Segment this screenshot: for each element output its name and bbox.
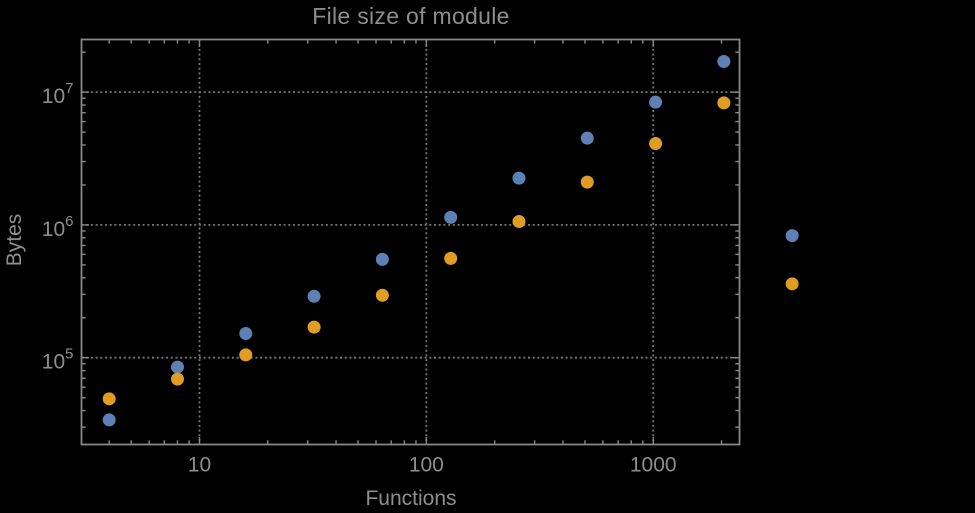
chart-title: File size of module [312,3,510,29]
data-point-orange-series [512,215,526,229]
data-point-orange-series [649,137,663,151]
data-point-orange-series [307,320,321,334]
x-tick-label: 100 [409,454,444,477]
y-tick-label: 106 [42,213,74,241]
data-point-orange-series [717,96,731,110]
data-point-blue-series [170,360,184,374]
data-point-blue-series [785,229,799,243]
y-tick-label: 107 [42,80,74,108]
data-point-orange-series [375,288,389,302]
data-point-orange-series [239,348,253,362]
data-point-blue-series [239,327,253,341]
x-axis-label: Functions [365,487,457,510]
plot-frame [80,38,741,446]
data-point-orange-series [785,277,799,291]
data-point-orange-series [170,372,184,386]
data-point-blue-series [512,171,526,185]
data-point-blue-series [102,413,116,427]
data-point-orange-series [444,251,458,265]
data-point-blue-series [717,55,731,69]
data-point-blue-series [444,210,458,224]
data-point-blue-series [649,95,663,109]
y-tick-label: 105 [42,346,74,374]
data-point-orange-series [580,175,594,189]
data-point-blue-series [375,252,389,266]
x-tick-label: 10 [188,454,211,477]
data-point-blue-series [307,289,321,303]
data-point-blue-series [580,131,594,145]
x-tick-label: 1000 [630,454,677,477]
y-axis-label: Bytes [3,213,26,267]
data-point-orange-series [102,392,116,406]
